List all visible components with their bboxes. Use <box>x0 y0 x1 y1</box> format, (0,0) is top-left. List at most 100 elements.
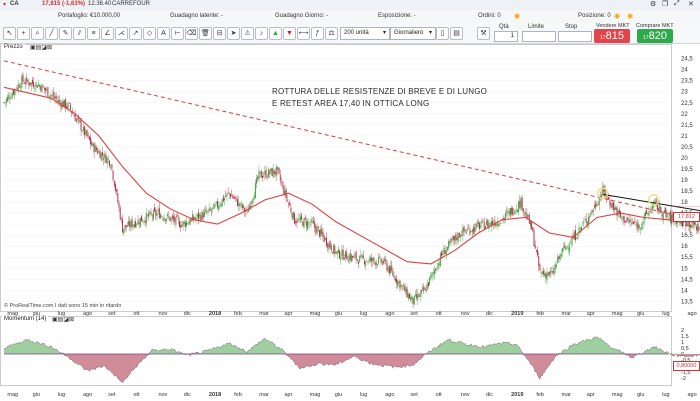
bell-icon[interactable]: ♪ <box>255 27 268 40</box>
candle-body <box>631 221 633 223</box>
candle-body <box>597 203 599 205</box>
panel-controls-icon[interactable]: ▣▤◪⊠ <box>30 45 53 51</box>
text-tool-icon[interactable]: A <box>157 27 170 40</box>
momentum-controls-icon[interactable]: ▣▤◪⊠ <box>52 317 75 323</box>
candle-body <box>482 219 484 221</box>
angle-tool-icon[interactable]: ∠ <box>101 27 114 40</box>
limit-input[interactable] <box>522 31 556 42</box>
alert-icon[interactable]: ⚠ <box>241 27 254 40</box>
close-icon[interactable]: ✕ <box>688 1 694 8</box>
orders-expand-icon[interactable]: ◉ <box>514 13 521 20</box>
bar-type-icon[interactable]: ▯ <box>436 27 449 40</box>
measure-tool-icon[interactable]: ⊢ <box>171 27 184 40</box>
candle-body <box>310 219 312 224</box>
pointer-tool-icon[interactable]: ↖ <box>3 27 16 40</box>
candle-body <box>367 261 369 263</box>
fibonacci-tool-icon[interactable]: ≡ <box>87 27 100 40</box>
candle-body <box>615 207 617 210</box>
candle-body <box>14 89 16 96</box>
arrow-tool-icon[interactable]: ↗ <box>129 27 142 40</box>
candle-body <box>592 210 594 213</box>
fullscreen-icon[interactable]: ⤢ <box>674 0 680 7</box>
candle-body <box>308 222 310 224</box>
y-tick-label: 16,5 <box>681 233 693 239</box>
candle-body <box>316 227 318 235</box>
candle-body <box>364 260 365 265</box>
buy-price-small: 17 <box>643 35 649 41</box>
crosshair-tool-icon[interactable]: + <box>17 27 30 40</box>
candle-body <box>387 267 389 272</box>
candle-body <box>18 85 20 88</box>
x-tick-label: apr <box>284 392 292 398</box>
indicator-icon[interactable]: ƒ <box>311 27 324 40</box>
x-tick-label: mag <box>612 311 623 317</box>
layout-icon[interactable]: ▤ <box>450 27 463 40</box>
momentum-panel[interactable] <box>0 316 672 386</box>
candle-body <box>8 95 10 99</box>
candle-body <box>437 262 439 270</box>
period-select[interactable]: Giornaliero ▾ <box>390 27 436 40</box>
candle-body <box>314 221 316 228</box>
candle-body <box>398 281 400 284</box>
candle-body <box>662 211 664 219</box>
candle-body <box>303 218 305 229</box>
candle-body <box>13 90 14 95</box>
sell-market-button[interactable]: 17815 <box>594 29 630 43</box>
candle-body <box>135 221 137 228</box>
x-tick-label: apr <box>587 311 595 317</box>
order-tool-icon[interactable]: ⚒ <box>477 27 490 40</box>
candle-body <box>323 235 325 242</box>
price-panel[interactable] <box>0 44 672 312</box>
buy-order-icon[interactable]: ▲ <box>269 27 282 40</box>
candle-body <box>445 250 447 255</box>
position-more-icon[interactable]: ◉ <box>627 13 634 20</box>
candle-body <box>59 100 61 102</box>
range-tool-icon[interactable]: ⟷ <box>297 27 310 40</box>
candle-body <box>160 214 161 219</box>
settings-icon[interactable]: ⚙ <box>650 1 657 8</box>
candle-body <box>516 209 518 213</box>
trash-icon[interactable]: 🗑 <box>199 27 212 40</box>
candle-body <box>109 160 110 167</box>
lock-icon[interactable]: ⊟ <box>213 27 226 40</box>
dropdown-icon[interactable]: ▾ <box>3 2 7 8</box>
candle-body <box>553 268 555 274</box>
stop-input[interactable] <box>558 31 592 42</box>
channel-tool-icon[interactable]: ⫽ <box>73 27 86 40</box>
candle-body <box>400 284 402 287</box>
candle-body <box>32 80 33 84</box>
position-expand-icon[interactable]: ◉ <box>614 13 621 20</box>
eraser-tool-icon[interactable]: ⌫ <box>185 27 198 40</box>
sell-order-icon[interactable]: ▼ <box>283 27 296 40</box>
candle-body <box>23 83 25 84</box>
candle-body <box>189 219 191 224</box>
candle-body <box>419 292 421 297</box>
shape-tool-icon[interactable]: ◇ <box>143 27 156 40</box>
candle-body <box>578 227 580 233</box>
candle-body <box>489 223 491 225</box>
x-tick-label: giu <box>335 392 342 398</box>
zoom-tool-icon[interactable]: ⌕ <box>31 27 44 40</box>
candle-body <box>238 201 240 207</box>
price-change: 17,815 (-1,63%) <box>42 1 86 7</box>
candle-body <box>198 211 199 219</box>
candle-body <box>111 164 113 169</box>
fan-tool-icon[interactable]: ⋌ <box>115 27 128 40</box>
chevron-down-icon: ▾ <box>428 30 432 36</box>
candle-body <box>579 227 581 230</box>
qty-input[interactable]: 1 <box>494 31 518 42</box>
candle-body <box>439 253 441 266</box>
pencil-tool-icon[interactable]: ✎ <box>59 27 72 40</box>
line-tool-icon[interactable]: ╱ <box>45 27 58 40</box>
units-select[interactable]: 200 unità ▾ <box>340 27 390 40</box>
candle-body <box>234 196 236 199</box>
candle-body <box>301 215 303 220</box>
candle-body <box>202 212 204 219</box>
cursor-icon[interactable]: ➤ <box>227 27 240 40</box>
buy-market-button[interactable]: 17820 <box>637 29 673 43</box>
restore-icon[interactable]: ❐ <box>662 1 669 8</box>
y-tick-label: 24 <box>681 68 688 74</box>
buy-price-big: 820 <box>648 30 667 42</box>
compare-icon[interactable]: ⚖ <box>325 27 338 40</box>
